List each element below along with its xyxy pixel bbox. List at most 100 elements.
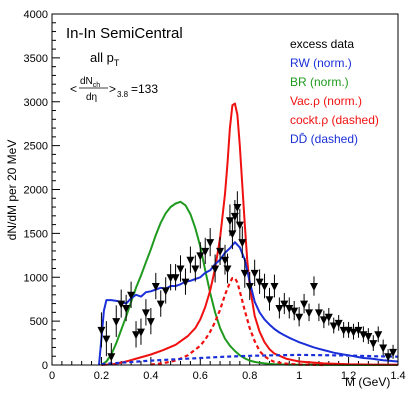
legend-entry-excess-data: excess data bbox=[290, 37, 354, 51]
data-point bbox=[141, 309, 150, 318]
data-point bbox=[235, 221, 244, 230]
data-point bbox=[107, 353, 116, 362]
annotation-pt-sub: T bbox=[114, 58, 120, 68]
data-point bbox=[369, 340, 378, 349]
annotation-pt: all pT bbox=[90, 50, 120, 68]
data-point bbox=[305, 309, 314, 318]
legend-entry-dd: DD̄ (dashed) bbox=[290, 132, 358, 146]
y-tick-label: 2500 bbox=[24, 141, 48, 153]
data-point bbox=[324, 313, 333, 322]
annotation-mult-open: < bbox=[70, 82, 77, 96]
data-point bbox=[216, 247, 225, 256]
data-point bbox=[275, 304, 284, 313]
annotation-mult-value: =133 bbox=[131, 82, 158, 96]
data-point bbox=[122, 304, 131, 313]
y-tick-label: 1000 bbox=[24, 272, 48, 284]
data-point bbox=[201, 247, 210, 256]
data-point bbox=[354, 326, 363, 335]
data-point bbox=[223, 265, 232, 274]
x-tick-label: 1 bbox=[296, 370, 302, 382]
data-point bbox=[186, 256, 195, 265]
data-point bbox=[329, 322, 338, 331]
x-tick-label: 1.2 bbox=[341, 370, 356, 382]
annotation-mult-close: > bbox=[109, 82, 116, 96]
annotation-multiplicity: < dNch dη > 3.8 =133 bbox=[70, 76, 158, 103]
legend-entry-rw: RW (norm.) bbox=[290, 56, 352, 70]
legend-entry-cockt-rho: cockt.ρ (dashed) bbox=[290, 113, 379, 127]
series-area bbox=[97, 102, 399, 367]
data-point bbox=[176, 265, 185, 274]
x-axis-label: M (GeV) bbox=[345, 375, 390, 389]
data-point bbox=[319, 316, 328, 325]
legend: excess data RW (norm.) BR (norm.) Vac.ρ … bbox=[290, 37, 379, 146]
legend-entry-br: BR (norm.) bbox=[290, 75, 349, 89]
x-tick-label: 0 bbox=[49, 370, 55, 382]
data-point bbox=[112, 318, 121, 327]
data-point bbox=[314, 309, 323, 318]
data-point bbox=[238, 239, 247, 248]
data-point bbox=[117, 300, 126, 309]
data-point bbox=[97, 326, 106, 335]
data-point bbox=[196, 252, 205, 261]
y-tick-label: 1500 bbox=[24, 228, 48, 240]
data-point bbox=[255, 278, 264, 287]
data-point bbox=[260, 283, 269, 292]
y-tick-label: 3000 bbox=[24, 97, 48, 109]
data-point bbox=[132, 331, 141, 340]
data-point bbox=[146, 318, 155, 327]
data-point bbox=[379, 344, 388, 353]
y-tick-label: 0 bbox=[42, 360, 48, 372]
series-line-br-norm bbox=[100, 200, 398, 366]
x-tick-label: 0.2 bbox=[94, 370, 109, 382]
data-point bbox=[228, 230, 237, 239]
annotation-mult-sub: 3.8 bbox=[117, 90, 129, 99]
data-point bbox=[136, 328, 145, 337]
x-tick-label: 1.4 bbox=[390, 370, 405, 382]
data-point bbox=[265, 296, 274, 305]
legend-entry-vac-rho: Vac.ρ (norm.) bbox=[290, 94, 362, 108]
data-point bbox=[364, 333, 373, 342]
chart-annotation-system: In-In SemiCentral bbox=[66, 25, 183, 42]
data-point bbox=[156, 300, 165, 309]
data-point bbox=[171, 274, 180, 283]
annotation-mult-numerator: dNch bbox=[80, 76, 100, 89]
data-point bbox=[334, 319, 343, 328]
data-point bbox=[250, 269, 259, 278]
data-point bbox=[389, 348, 398, 357]
annotation-mult-denominator: dη bbox=[86, 92, 97, 103]
data-point bbox=[290, 307, 299, 316]
data-point bbox=[384, 353, 393, 362]
data-point bbox=[295, 313, 304, 322]
annotation-mult-num: dN bbox=[80, 76, 93, 87]
data-point bbox=[161, 287, 170, 296]
y-axis-ticks: 0 500 1000 1500 2000 2500 3000 3500 4000 bbox=[24, 9, 60, 372]
data-point bbox=[206, 239, 215, 248]
data-point bbox=[151, 283, 160, 292]
data-point bbox=[240, 269, 249, 278]
series-excess-data bbox=[97, 191, 398, 365]
data-point bbox=[181, 278, 190, 287]
data-point bbox=[245, 283, 254, 292]
y-axis-label: dN/dM per 20 MeV bbox=[5, 140, 19, 241]
data-point bbox=[349, 328, 358, 337]
y-tick-label: 4000 bbox=[24, 9, 48, 21]
data-point bbox=[309, 283, 318, 292]
data-point bbox=[233, 204, 242, 213]
x-tick-label: 0.4 bbox=[143, 370, 158, 382]
data-point bbox=[374, 331, 383, 340]
data-point bbox=[270, 283, 279, 292]
x-tick-label: 0.8 bbox=[242, 370, 257, 382]
data-point bbox=[191, 265, 200, 274]
x-tick-label: 0.6 bbox=[193, 370, 208, 382]
annotation-pt-main: all p bbox=[90, 50, 114, 65]
annotation-mult-num-sub: ch bbox=[93, 82, 101, 89]
y-tick-label: 2000 bbox=[24, 185, 48, 197]
y-tick-label: 3500 bbox=[24, 53, 48, 65]
data-point bbox=[285, 304, 294, 313]
data-point bbox=[127, 291, 136, 300]
plot-frame bbox=[51, 13, 399, 366]
data-point bbox=[300, 300, 309, 309]
y-tick-label: 500 bbox=[30, 316, 48, 328]
